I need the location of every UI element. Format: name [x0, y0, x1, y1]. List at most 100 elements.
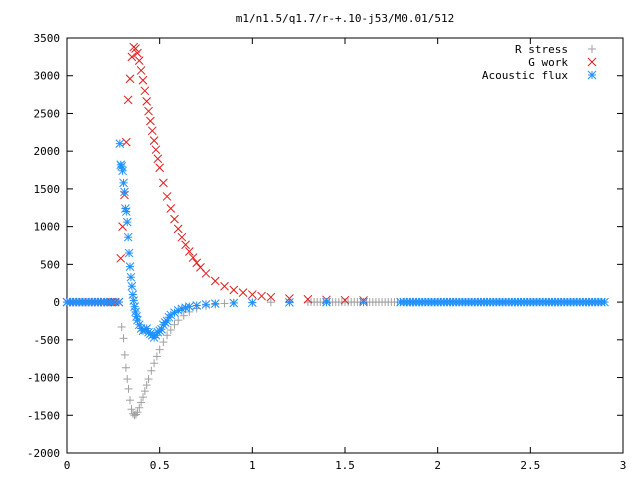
legend-marker: [588, 45, 596, 53]
data-point: [131, 44, 140, 53]
data-point: [124, 384, 133, 393]
y-tick-label: 2500: [34, 107, 61, 120]
data-point: [147, 366, 156, 375]
data-point: [162, 192, 172, 201]
data-point: [159, 338, 168, 347]
data-point: [322, 297, 331, 307]
data-point: [149, 136, 159, 145]
data-point: [116, 253, 126, 263]
data-point: [210, 276, 220, 286]
data-point: [188, 253, 198, 262]
data-point: [163, 331, 172, 340]
data-point: [177, 232, 187, 242]
data-point: [114, 297, 124, 307]
data-point: [229, 285, 239, 295]
data-point: [119, 178, 128, 188]
y-tick-label: 1000: [34, 221, 61, 234]
data-point: [140, 387, 149, 396]
data-point: [151, 145, 161, 155]
chart-title: m1/n1.5/q1.7/r-+.10-j53/M0.01/512: [236, 12, 455, 25]
data-point: [115, 139, 125, 148]
data-point: [127, 52, 137, 62]
data-point: [120, 350, 129, 359]
data-point: [135, 403, 144, 412]
y-tick-label: 0: [53, 296, 60, 309]
data-point: [130, 302, 140, 311]
data-point: [123, 95, 133, 105]
series-acoustic-flux: [62, 139, 609, 342]
data-point: [157, 324, 166, 334]
data-point: [119, 334, 128, 343]
data-point: [142, 381, 151, 390]
data-point: [303, 294, 313, 304]
data-point: [266, 298, 275, 307]
plot-frame: [66, 37, 624, 454]
x-tick-label: 2.5: [520, 459, 540, 472]
data-point: [136, 66, 146, 75]
data-point: [166, 204, 176, 213]
x-tick-label: 2: [434, 459, 441, 472]
x-tick-label: 0: [64, 459, 71, 472]
data-point: [192, 301, 202, 310]
data-point: [257, 291, 266, 301]
data-point: [133, 408, 142, 417]
data-point: [179, 311, 188, 320]
data-point: [166, 326, 175, 335]
data-point: [247, 290, 257, 299]
y-tick-label: 1500: [34, 183, 61, 196]
data-point: [155, 345, 164, 354]
data-point: [159, 178, 168, 188]
data-point: [147, 126, 157, 136]
legend-label: R stress: [515, 43, 568, 56]
series-g-work: [62, 42, 368, 307]
data-point: [124, 248, 134, 258]
data-point: [192, 258, 202, 268]
data-point: [247, 298, 257, 308]
data-point: [184, 302, 194, 311]
data-point: [122, 217, 132, 227]
x-tick-label: 1.5: [335, 459, 355, 472]
y-tick-label: -1000: [27, 372, 60, 385]
data-point: [125, 262, 135, 271]
legend-label: G work: [528, 56, 568, 69]
data-point: [140, 86, 150, 96]
data-point: [123, 375, 132, 384]
data-point: [210, 299, 220, 308]
y-tick-label: -1500: [27, 409, 60, 422]
y-tick-label: 3000: [34, 70, 61, 83]
data-point: [127, 405, 136, 414]
data-point: [285, 298, 294, 307]
data-point: [184, 247, 194, 256]
y-tick-label: 500: [40, 258, 60, 271]
data-point: [170, 320, 179, 329]
data-point: [117, 322, 126, 331]
x-tick-label: 3: [620, 459, 627, 472]
data-point: [220, 299, 229, 308]
data-point: [155, 163, 165, 173]
data-point: [133, 48, 142, 58]
data-point: [359, 297, 368, 307]
data-point: [144, 106, 153, 116]
data-point: [125, 74, 135, 84]
data-point: [238, 288, 248, 298]
data-point: [229, 298, 239, 308]
series-r-stress: [63, 298, 609, 420]
data-point: [120, 187, 129, 197]
data-point: [142, 97, 152, 106]
y-tick-label: 3500: [34, 32, 61, 45]
y-tick-label: -500: [34, 334, 61, 347]
data-point: [201, 269, 211, 278]
x-tick-label: 1: [249, 459, 256, 472]
data-point: [181, 240, 190, 250]
plot-area: -2000 -1500 -1000 -500 0 500 1000 1500 2000 2500 3…: [27, 32, 626, 472]
data-point: [173, 224, 183, 234]
data-point: [131, 307, 140, 317]
y-tick-label: 2000: [34, 145, 61, 158]
data-point: [201, 300, 211, 309]
data-point: [138, 75, 148, 85]
x-tick-label: 0.5: [150, 459, 170, 472]
legend-label: Acoustic flux: [482, 69, 568, 82]
data-point: [118, 166, 127, 176]
data-point: [144, 375, 153, 384]
